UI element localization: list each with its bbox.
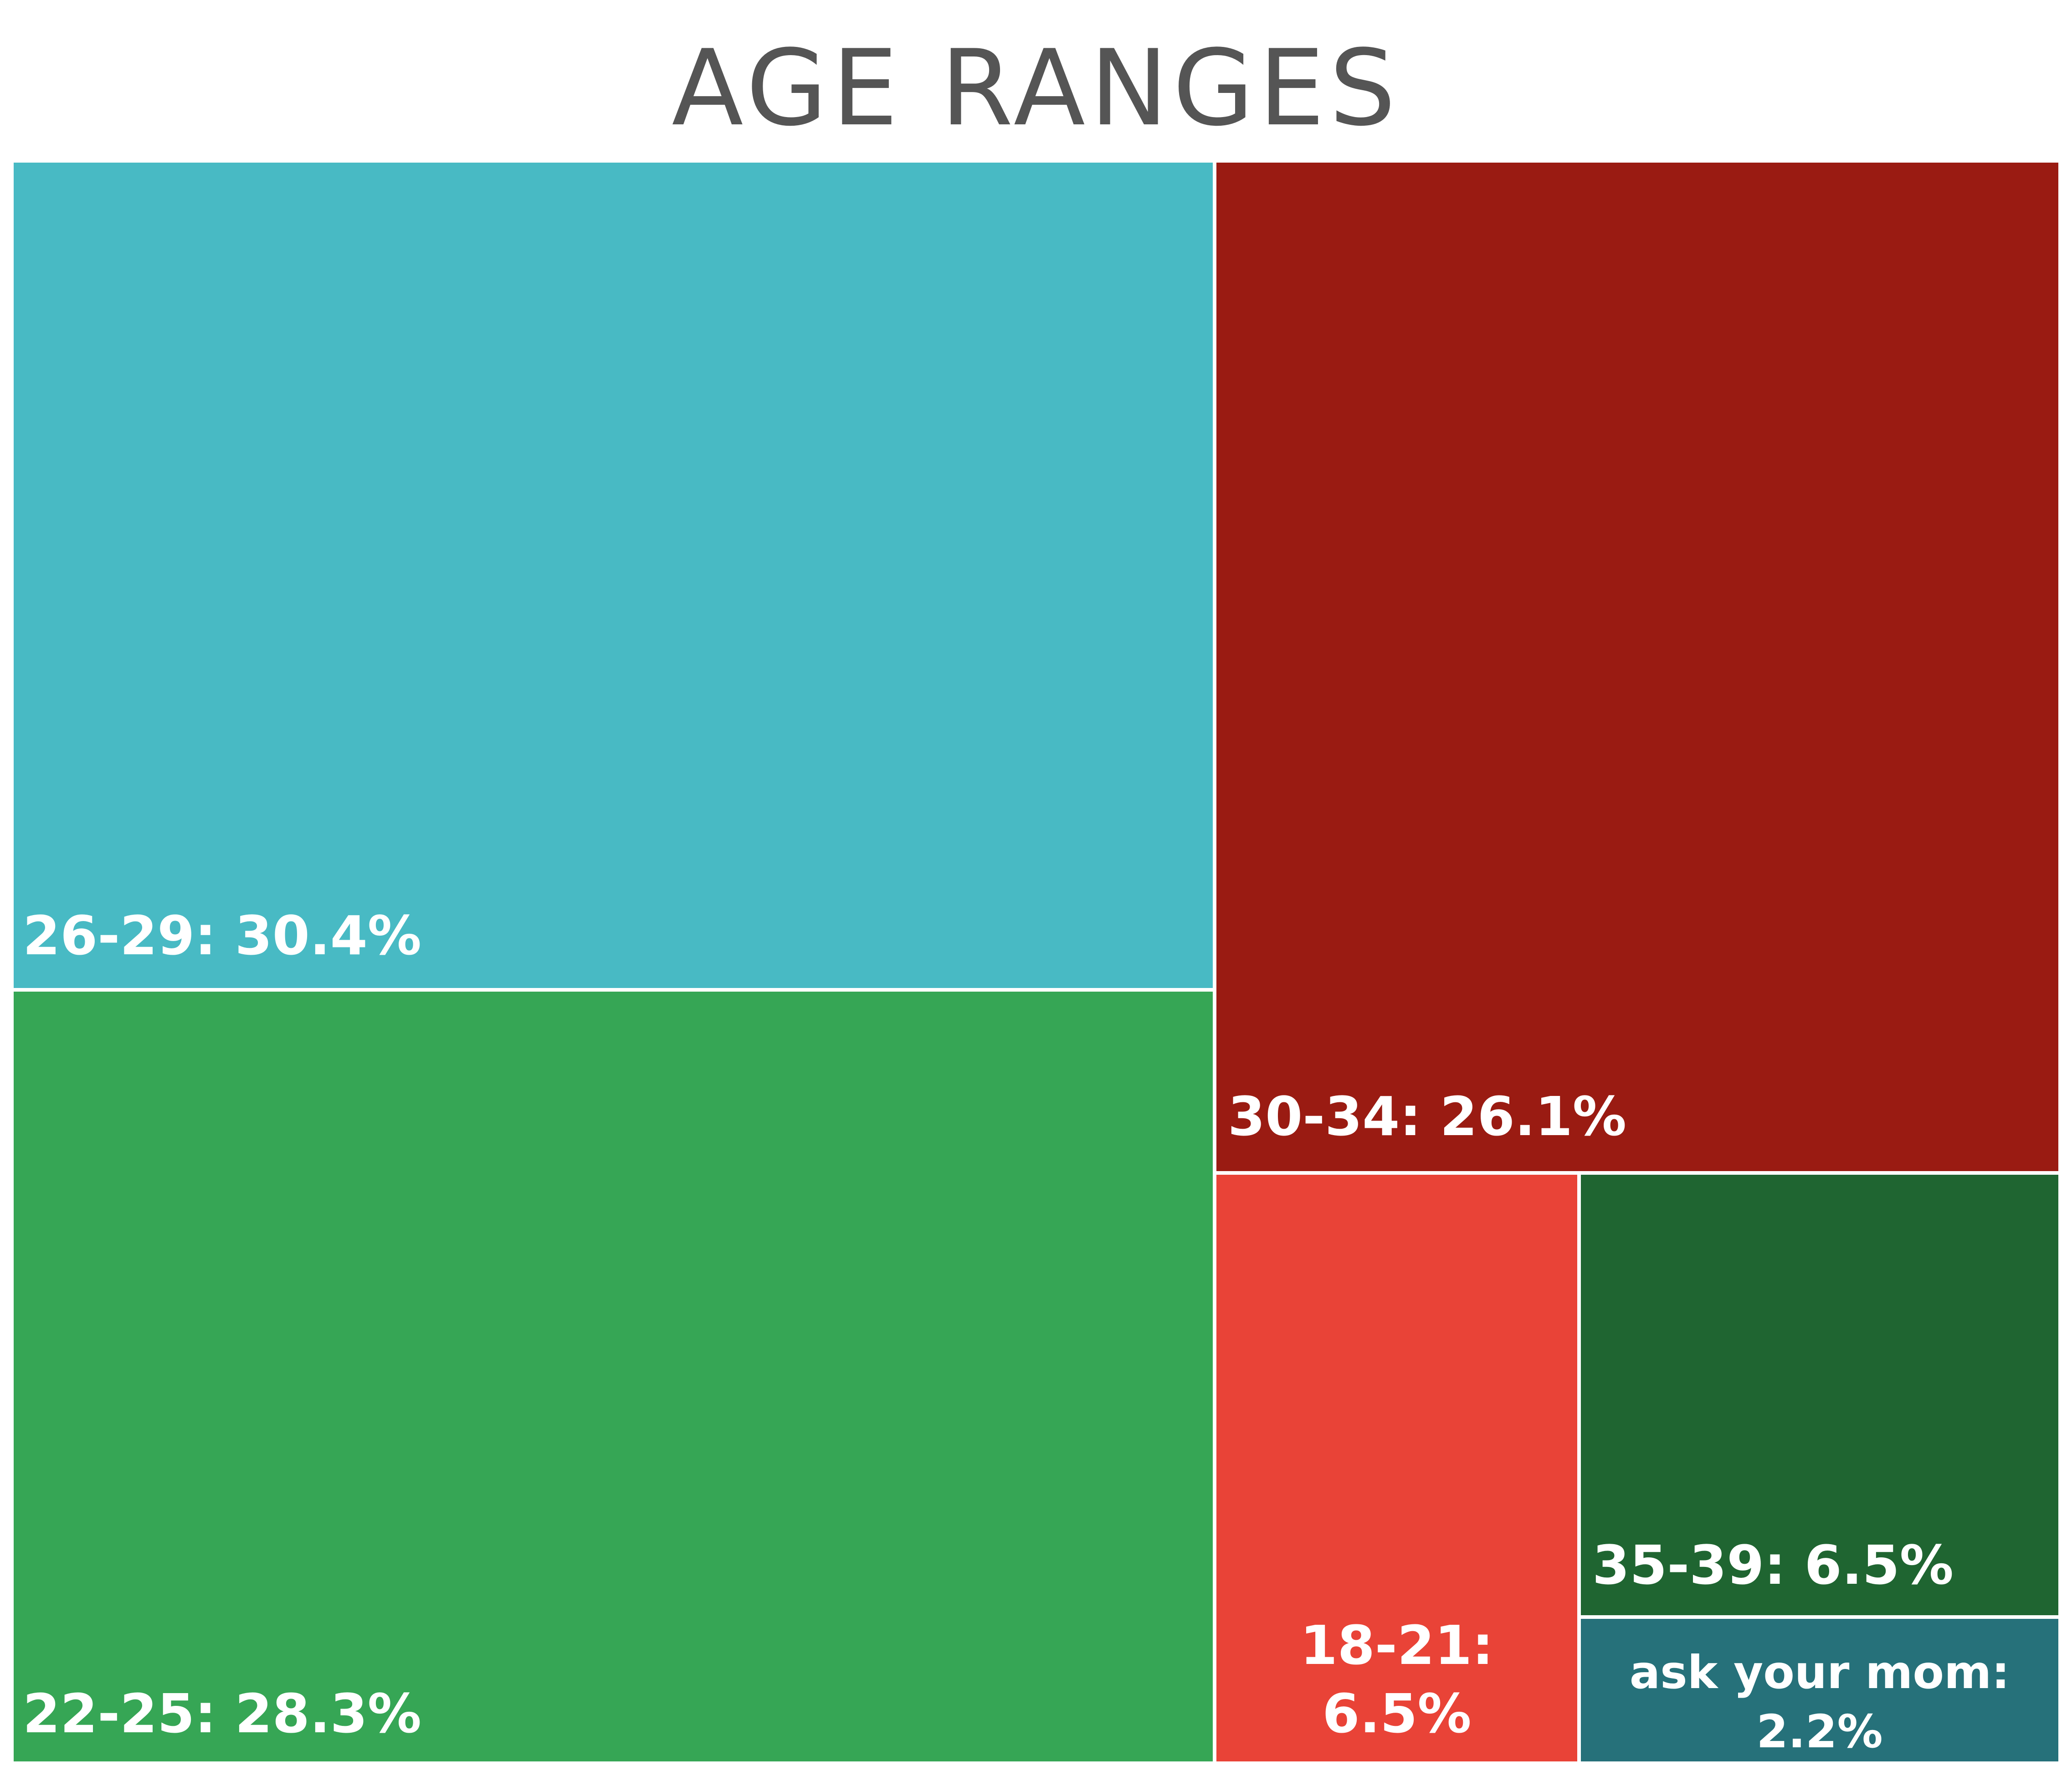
tile-label: 30-34: 26.1%	[1228, 1085, 1627, 1148]
treemap-tile: 35-39: 6.5%	[1579, 1173, 2060, 1617]
tile-label: 35-39: 6.5%	[1592, 1534, 1954, 1597]
treemap-tile: 18-21: 6.5%	[1215, 1173, 1579, 1763]
tile-label: 18-21: 6.5%	[1300, 1614, 1494, 1745]
tile-label: 26-29: 30.4%	[23, 904, 422, 967]
tile-label: ask your mom: 2.2%	[1629, 1646, 2010, 1758]
treemap-tile: 30-34: 26.1%	[1215, 161, 2060, 1173]
treemap-tile: ask your mom: 2.2%	[1579, 1617, 2060, 1763]
treemap-tile: 22-25: 28.3%	[12, 990, 1215, 1763]
chart-title: AGE RANGES	[672, 28, 1400, 149]
treemap: 26-29: 30.4% 22-25: 28.3% 30-34: 26.1% 18-2…	[12, 161, 2060, 1763]
treemap-tile: 26-29: 30.4%	[12, 161, 1215, 990]
tile-label: 22-25: 28.3%	[23, 1682, 422, 1745]
